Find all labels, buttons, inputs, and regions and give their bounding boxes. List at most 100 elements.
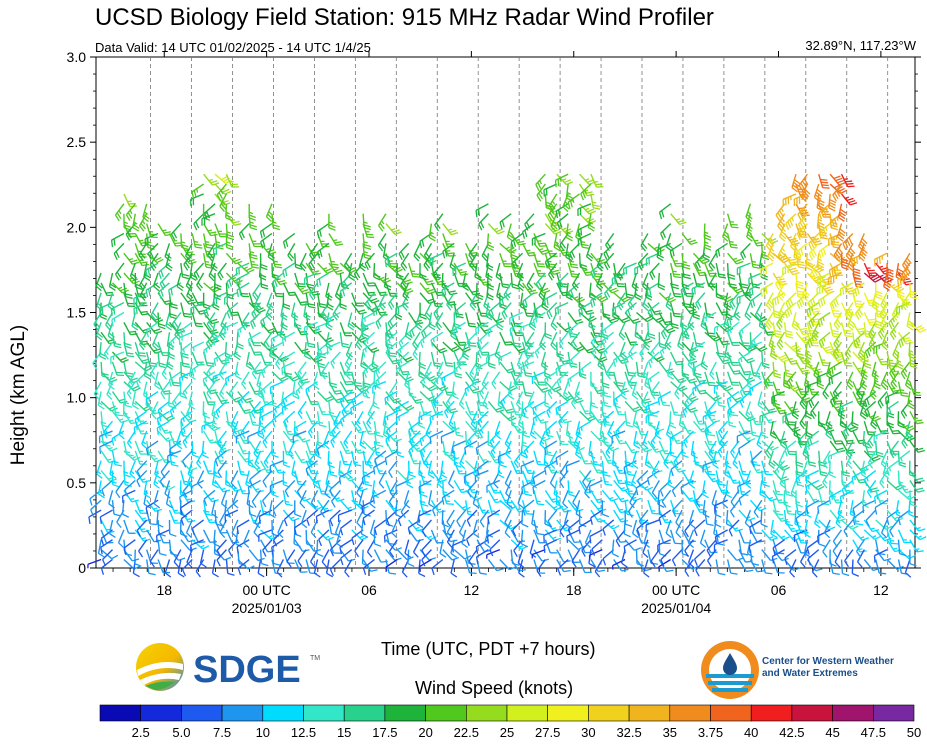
wind-barb [822, 381, 831, 400]
wind-barb [679, 312, 688, 331]
wind-barb [667, 361, 674, 380]
wind-barb [187, 460, 195, 479]
wind-barb [271, 460, 286, 474]
wind-barb [175, 430, 183, 450]
wind-barb [625, 302, 637, 319]
wind-barb [231, 519, 239, 539]
wind-barb [305, 470, 321, 483]
wind-barb [488, 302, 501, 319]
wind-barb [615, 420, 626, 439]
station-coordinates: 32.89°N, 117.23°W [805, 38, 916, 53]
wind-barb [485, 253, 494, 271]
wind-barb [251, 302, 262, 320]
wind-barb [567, 371, 580, 387]
wind-barb [95, 322, 104, 341]
wind-barb [339, 262, 358, 274]
wind-barb [506, 223, 515, 242]
wind-barb [828, 193, 837, 212]
wind-barb [785, 292, 797, 310]
wind-barb [134, 440, 148, 455]
wind-barb [295, 381, 307, 399]
wind-barb [328, 401, 338, 418]
wind-barb [299, 252, 307, 272]
wind-barb [388, 539, 398, 558]
wind-barb [213, 292, 227, 306]
wind-barb [341, 400, 353, 419]
wind-barb [315, 509, 330, 524]
wind-barb [588, 548, 603, 560]
wind-barb [372, 381, 387, 394]
wind-barb [605, 440, 615, 459]
wind-barb [897, 381, 909, 398]
wind-barb [254, 292, 262, 311]
wind-barb [202, 292, 211, 310]
wind-barb [288, 440, 296, 460]
wind-barb [249, 311, 262, 329]
wind-barb [889, 321, 900, 340]
wind-barb [350, 400, 364, 416]
wind-barb [132, 213, 140, 232]
wind-barb [880, 371, 888, 390]
wind-barb [791, 401, 800, 420]
wind-barb [108, 519, 116, 539]
wind-barb [450, 539, 458, 558]
wind-barb [351, 479, 368, 492]
wind-barb [167, 450, 182, 463]
wind-barb [195, 559, 205, 578]
chart-title: UCSD Biology Field Station: 915 MHz Rada… [95, 4, 714, 31]
wind-barb [123, 558, 141, 570]
wind-barb [384, 410, 398, 425]
wind-barb [356, 480, 364, 499]
wind-barb [524, 213, 535, 231]
wind-barb [206, 312, 216, 331]
wind-barb [315, 351, 330, 364]
wind-barb [182, 430, 193, 449]
wind-barb [384, 252, 398, 268]
wind-barb [156, 529, 170, 543]
wind-barb [738, 440, 751, 456]
x-tick-label: 12 [873, 582, 889, 598]
wind-barb [176, 272, 184, 292]
wind-barb [191, 233, 203, 249]
wind-barb [348, 262, 356, 282]
wind-barb [217, 430, 227, 449]
wind-barb [578, 183, 595, 197]
wind-barb [149, 549, 159, 568]
wind-barb [416, 509, 424, 529]
wind-barb [297, 549, 307, 568]
wind-barb [430, 351, 442, 368]
wind-barb [168, 509, 182, 524]
wind-barb [481, 371, 490, 390]
wind-barb [386, 321, 398, 339]
wind-barb [429, 410, 444, 425]
colorbar-swatch [791, 704, 833, 722]
wind-barb [344, 559, 353, 578]
wind-barb [895, 500, 903, 519]
wind-barb [904, 371, 913, 390]
wind-barb [193, 213, 205, 231]
wind-barb [263, 331, 273, 350]
wind-barb [121, 489, 136, 504]
wind-barb [127, 371, 136, 390]
wind-barb [454, 302, 467, 319]
x-tick-label: 06 [361, 582, 377, 598]
wind-barb [578, 519, 592, 535]
wind-barb [667, 470, 675, 489]
wind-barb [909, 539, 924, 553]
wind-barb [329, 509, 341, 527]
wind-barb [578, 420, 592, 436]
wind-barb [738, 460, 750, 476]
wind-barb [236, 282, 250, 297]
wind-barb [671, 479, 683, 498]
wind-barb [372, 489, 387, 504]
y-tick-label: 0 [78, 560, 86, 576]
wind-barb [100, 470, 117, 482]
wind-barb [715, 242, 729, 258]
colorbar-label: 30 [581, 725, 595, 740]
wind-barb [262, 539, 273, 557]
wind-barb [316, 411, 327, 428]
wind-barb [909, 519, 926, 532]
wind-barb [482, 391, 490, 410]
wind-barb [669, 411, 677, 429]
wind-barb [334, 519, 342, 539]
